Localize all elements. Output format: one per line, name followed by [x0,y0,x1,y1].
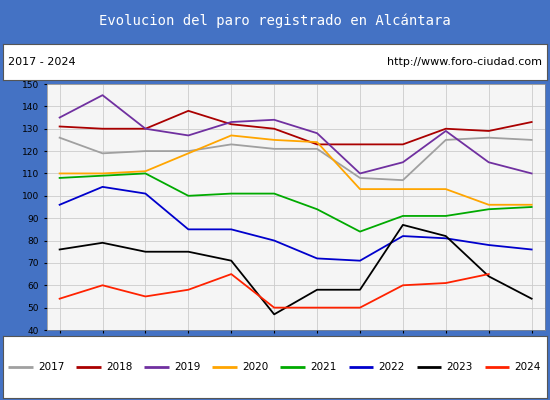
Text: 2023: 2023 [447,362,473,372]
Text: 2021: 2021 [310,362,337,372]
Text: Evolucion del paro registrado en Alcántara: Evolucion del paro registrado en Alcánta… [99,14,451,28]
Text: 2024: 2024 [515,362,541,372]
Text: http://www.foro-ciudad.com: http://www.foro-ciudad.com [387,57,542,67]
Text: 2020: 2020 [243,362,268,372]
Text: 2022: 2022 [378,362,405,372]
Text: 2019: 2019 [174,362,201,372]
Text: 2017: 2017 [38,362,64,372]
Text: 2017 - 2024: 2017 - 2024 [8,57,76,67]
Text: 2018: 2018 [106,362,133,372]
